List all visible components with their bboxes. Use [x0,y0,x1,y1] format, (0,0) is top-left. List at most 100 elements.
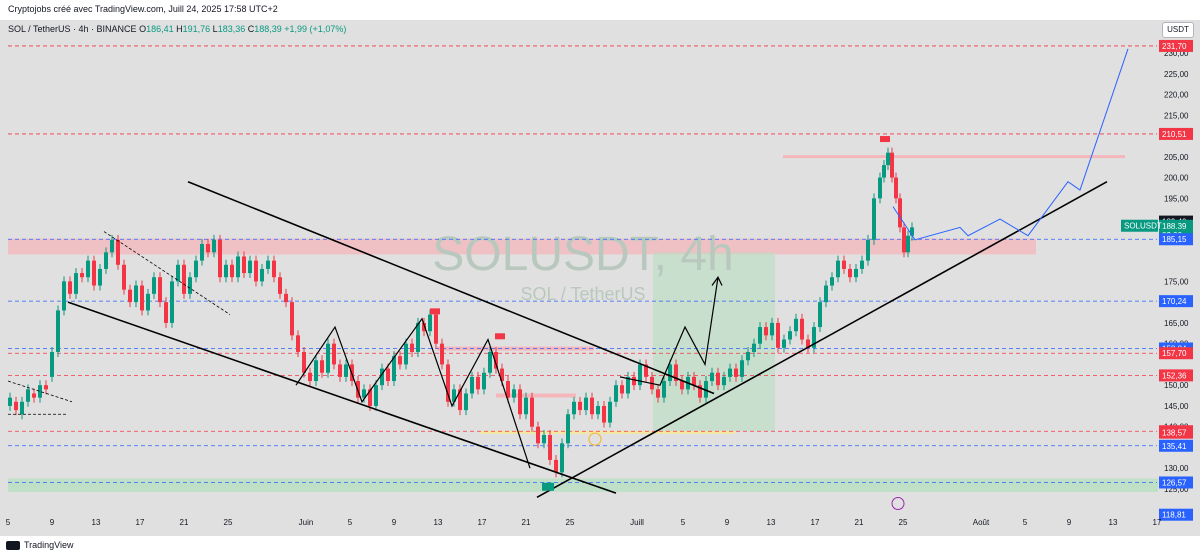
candle-body [440,343,444,365]
candle-body [578,401,582,411]
candle-body [98,268,102,286]
candle-body [812,327,816,348]
candle-body [320,360,324,373]
candle-body [890,152,894,178]
price-tag-bg [1159,439,1193,452]
candle-body [38,385,42,398]
symbol-tag-bg [1121,219,1158,232]
price-tag: 135,41 [1162,442,1187,451]
supply-zone-low [496,393,576,398]
channel-upper-line [187,180,715,395]
candle-body [722,376,726,386]
time-tick: 9 [1067,518,1072,527]
candle-body [500,368,504,382]
time-tick: 5 [348,518,353,527]
candle-body [854,268,858,278]
candle-body [422,322,426,332]
price-tag: 210,51 [1162,130,1187,139]
high-value: 191,76 [182,24,211,34]
candle-body [614,385,618,402]
candle-body [296,335,300,352]
candle-body [668,364,672,382]
candle-body [886,152,890,166]
candle-body [308,372,312,382]
candle-body [44,385,48,390]
candle-body [794,318,798,332]
candle-body [620,385,624,394]
price-tick: 215,00 [1164,111,1189,120]
candle-body [806,339,810,348]
flag-icon [495,333,505,340]
projection-arrow [619,277,719,386]
candle-body [236,256,240,278]
candle-body [242,256,246,274]
candle-body [122,264,126,290]
candle-body [14,401,18,411]
candle-body [200,244,204,261]
price-tick: 230,00 [1164,49,1189,58]
time-tick: 25 [224,518,233,527]
price-tag-bg [1159,426,1193,439]
highlight-circle-icon [588,432,602,446]
time-tick: Août [973,518,990,527]
change-value: +1,99 (+1,07%) [284,24,347,34]
close-label: C [247,24,255,34]
time-tick: 9 [725,518,730,527]
candle-body [716,372,720,386]
candle-body [74,273,78,294]
candle-body [898,198,902,228]
open-value: 186,41 [146,24,174,34]
candle-body [284,293,288,303]
candle-body [512,389,516,398]
candle-body [470,376,474,394]
candle-body [452,389,456,402]
candle-body [92,260,96,286]
candle-body [278,277,282,294]
time-tick: 17 [1153,518,1162,527]
candle-body [482,372,486,390]
candle-body [86,260,90,278]
demand-zone-yellow [480,430,735,434]
candle-body [910,227,914,236]
candle-body [704,381,708,398]
chart-area[interactable]: SOLUSDT, 4h SOL / TetherUS 230,00 225,00 220… [0,20,1200,536]
currency-button[interactable]: USDT [1162,22,1194,38]
price-tick: 145,00 [1164,402,1189,411]
candle-body [746,351,750,361]
high-label: H [176,24,183,34]
candle-body [758,327,762,344]
tradingview-logo-icon [6,540,20,550]
time-tick: 9 [50,518,55,527]
close-value: 188,39 [254,24,282,34]
candle-body [644,364,648,377]
candle-body [164,302,168,323]
price-tag: 138,57 [1162,429,1187,438]
price-tag: 126,57 [1162,478,1187,487]
candle-body [302,351,306,373]
candle-body [710,372,714,382]
candle-body [266,260,270,269]
flag-icon [880,136,890,143]
candle-body [458,389,462,411]
watermark-ticker: SOLUSDT, 4h [432,228,733,281]
candle-body [632,376,636,386]
candle-body [260,268,264,282]
candle-body [182,264,186,294]
candle-body [140,285,144,311]
tradingview-brand[interactable]: TradingView [6,540,74,550]
price-tag-bg [1159,127,1193,140]
candle-body [314,360,318,382]
time-tick: 5 [681,518,686,527]
candle-body [212,239,216,253]
channel-lower-line [67,301,617,494]
price-tag-bg [1159,476,1193,489]
candle-body [584,397,588,411]
candle-body [158,277,162,303]
attribution-bar: Cryptojobs créé avec TradingView.com, Ju… [0,0,1200,20]
candle-body [572,401,576,415]
candle-body [560,443,564,473]
price-chart[interactable]: SOLUSDT, 4h SOL / TetherUS 230,00 225,00 220… [0,20,1200,536]
candle-body [530,397,534,427]
candle-body [224,264,228,278]
symbol-label: SOL / TetherUS · 4h · BINANCE [8,24,137,34]
